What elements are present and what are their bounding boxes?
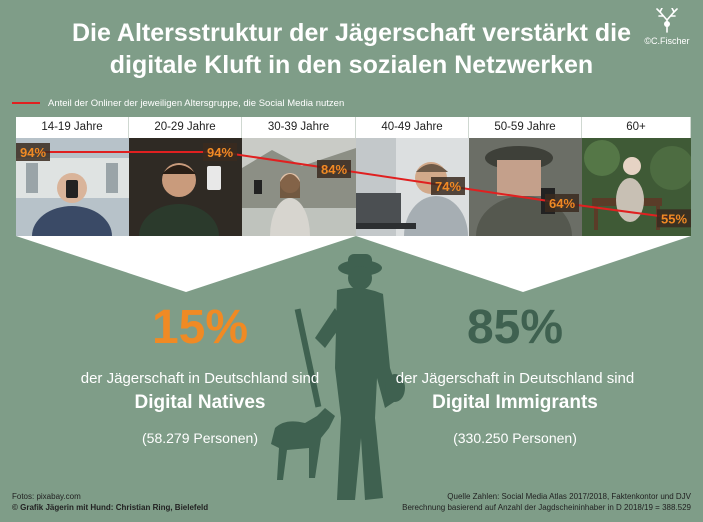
data-label-4: 64% — [545, 194, 579, 212]
hunter-with-dog-silhouette — [271, 254, 405, 500]
footer-calculation: Berechnung basierend auf Anzahl der Jagd… — [402, 503, 691, 512]
photo-young-man-selfie — [129, 138, 242, 236]
data-label-text: 55% — [661, 211, 687, 226]
tick-label-14-19: 14-19 Jahre — [16, 117, 129, 138]
photo-teen-selfie — [16, 138, 129, 236]
data-label-1: 94% — [203, 143, 237, 161]
data-label-text: 94% — [207, 145, 233, 160]
series-line — [36, 151, 677, 220]
data-label-3: 74% — [431, 177, 465, 195]
photo-woman-selfie — [242, 138, 356, 236]
tick-label-20-29: 20-29 Jahre — [129, 117, 242, 138]
tick-label-50-59: 50-59 Jahre — [469, 117, 582, 138]
data-label-text: 64% — [549, 196, 575, 211]
left-description: der Jägerschaft in Deutschland sind — [80, 370, 320, 387]
left-count: (58.279 Personen) — [142, 430, 258, 446]
left-group: Digital Natives — [134, 392, 266, 413]
footer-graphic-credit: © Grafik Jägerin mit Hund: Christian Rin… — [12, 503, 209, 512]
deer-antler-icon — [656, 7, 678, 33]
data-label-text: 84% — [321, 162, 347, 177]
left-percent: 15% — [151, 301, 249, 354]
right-count: (330.250 Personen) — [453, 430, 577, 446]
tick-label-60plus: 60+ — [582, 117, 691, 138]
data-label-0: 94% — [16, 143, 50, 161]
right-description: der Jägerschaft in Deutschland sind — [395, 370, 635, 387]
footer-source: Quelle Zahlen: Social Media Atlas 2017/2… — [447, 492, 691, 501]
right-group: Digital Immigrants — [432, 392, 598, 413]
right-arrow — [356, 236, 691, 292]
footer-photos: Fotos: pixabay.com — [12, 492, 81, 501]
title-line-1: Die Altersstruktur der Jägerschaft verst… — [71, 19, 632, 47]
legend-swatch — [12, 102, 40, 104]
logo-text: ©C.Fischer — [644, 36, 690, 46]
tick-label-40-49: 40-49 Jahre — [356, 117, 469, 138]
legend-label: Anteil der Onliner der jeweiligen Alters… — [48, 97, 345, 109]
data-label-text: 74% — [435, 179, 461, 194]
right-percent: 85% — [466, 301, 564, 354]
tick-label-30-39: 30-39 Jahre — [242, 117, 356, 138]
data-label-text: 94% — [20, 145, 46, 160]
logo: ©C.Fischer — [643, 7, 691, 46]
chart-legend: Anteil der Onliner der jeweiligen Alters… — [12, 96, 344, 110]
photo-woman-on-bench — [582, 138, 691, 236]
data-label-2: 84% — [317, 160, 351, 178]
title-line-2: digitale Kluft in den sozialen Netzwerke… — [109, 51, 594, 79]
left-arrow — [16, 236, 356, 292]
data-label-5: 55% — [657, 209, 691, 228]
